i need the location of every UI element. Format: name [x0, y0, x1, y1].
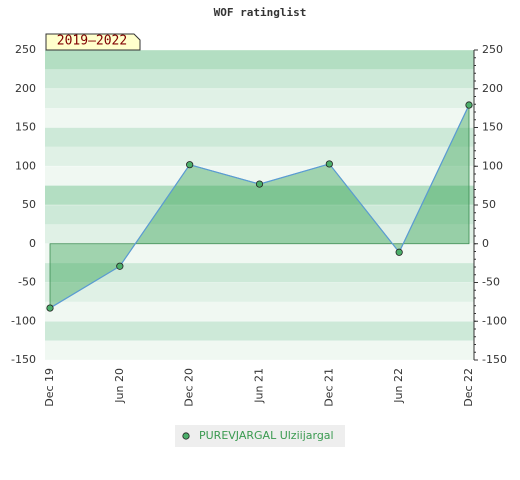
y2-tick-label: 50	[482, 198, 496, 211]
x-tick-label: Dec 20	[183, 368, 196, 407]
x-tick-label: Dec 19	[43, 368, 56, 407]
legend-label: PUREVJARGAL Ulziijargal	[199, 429, 334, 442]
background-band	[45, 166, 474, 186]
y-tick-label: 200	[15, 82, 36, 95]
data-point	[46, 304, 54, 312]
background-band	[45, 127, 474, 147]
y2-tick-label: 150	[482, 121, 503, 134]
y-tick-label: -100	[11, 314, 36, 327]
data-point	[465, 101, 473, 109]
background-band	[45, 50, 474, 70]
background-band	[45, 69, 474, 89]
badge-text: 2019–2022	[57, 34, 127, 49]
background-band	[45, 301, 474, 322]
background-band	[45, 263, 474, 283]
badge-box	[45, 33, 141, 51]
legend-box	[175, 425, 345, 447]
data-point	[325, 160, 333, 168]
background-band	[45, 321, 474, 341]
period-badge: 2019–2022	[45, 33, 141, 51]
background-band	[45, 340, 474, 360]
background-band	[45, 108, 474, 128]
y-tick-label: -150	[11, 353, 36, 366]
y2-tick-label: 250	[482, 43, 503, 56]
legend-marker	[182, 432, 190, 440]
chart-title: WOF ratinglist	[214, 6, 307, 19]
y-tick-label: 100	[15, 159, 36, 172]
y2-tick-label: 200	[482, 82, 503, 95]
x-tick-label: Dec 21	[322, 368, 335, 407]
x-tick-label: Jun 20	[113, 368, 126, 404]
y2-tick-label: -100	[482, 314, 507, 327]
y2-tick-label: -150	[482, 353, 507, 366]
data-point	[116, 262, 124, 270]
background-band	[45, 224, 474, 244]
background-band	[45, 282, 474, 302]
data-point	[186, 161, 194, 169]
data-point	[255, 180, 264, 188]
background-band	[45, 146, 474, 167]
x-tick-label: Jun 22	[392, 368, 405, 404]
background-band	[45, 243, 474, 264]
background-band	[45, 88, 474, 109]
data-point	[395, 248, 403, 256]
background-band	[45, 185, 474, 205]
y-tick-label: -50	[18, 276, 36, 289]
x-tick-label: Jun 21	[253, 368, 266, 404]
x-tick-label: Dec 22	[462, 368, 475, 407]
y2-tick-label: -50	[482, 276, 500, 289]
y-tick-label: 250	[15, 43, 36, 56]
y2-tick-label: 100	[482, 159, 503, 172]
plot-area	[45, 49, 474, 361]
y2-tick-label: 0	[482, 237, 489, 250]
y-tick-label: 150	[15, 121, 36, 134]
y-tick-label: 0	[29, 237, 36, 250]
y-tick-label: 50	[22, 198, 36, 211]
